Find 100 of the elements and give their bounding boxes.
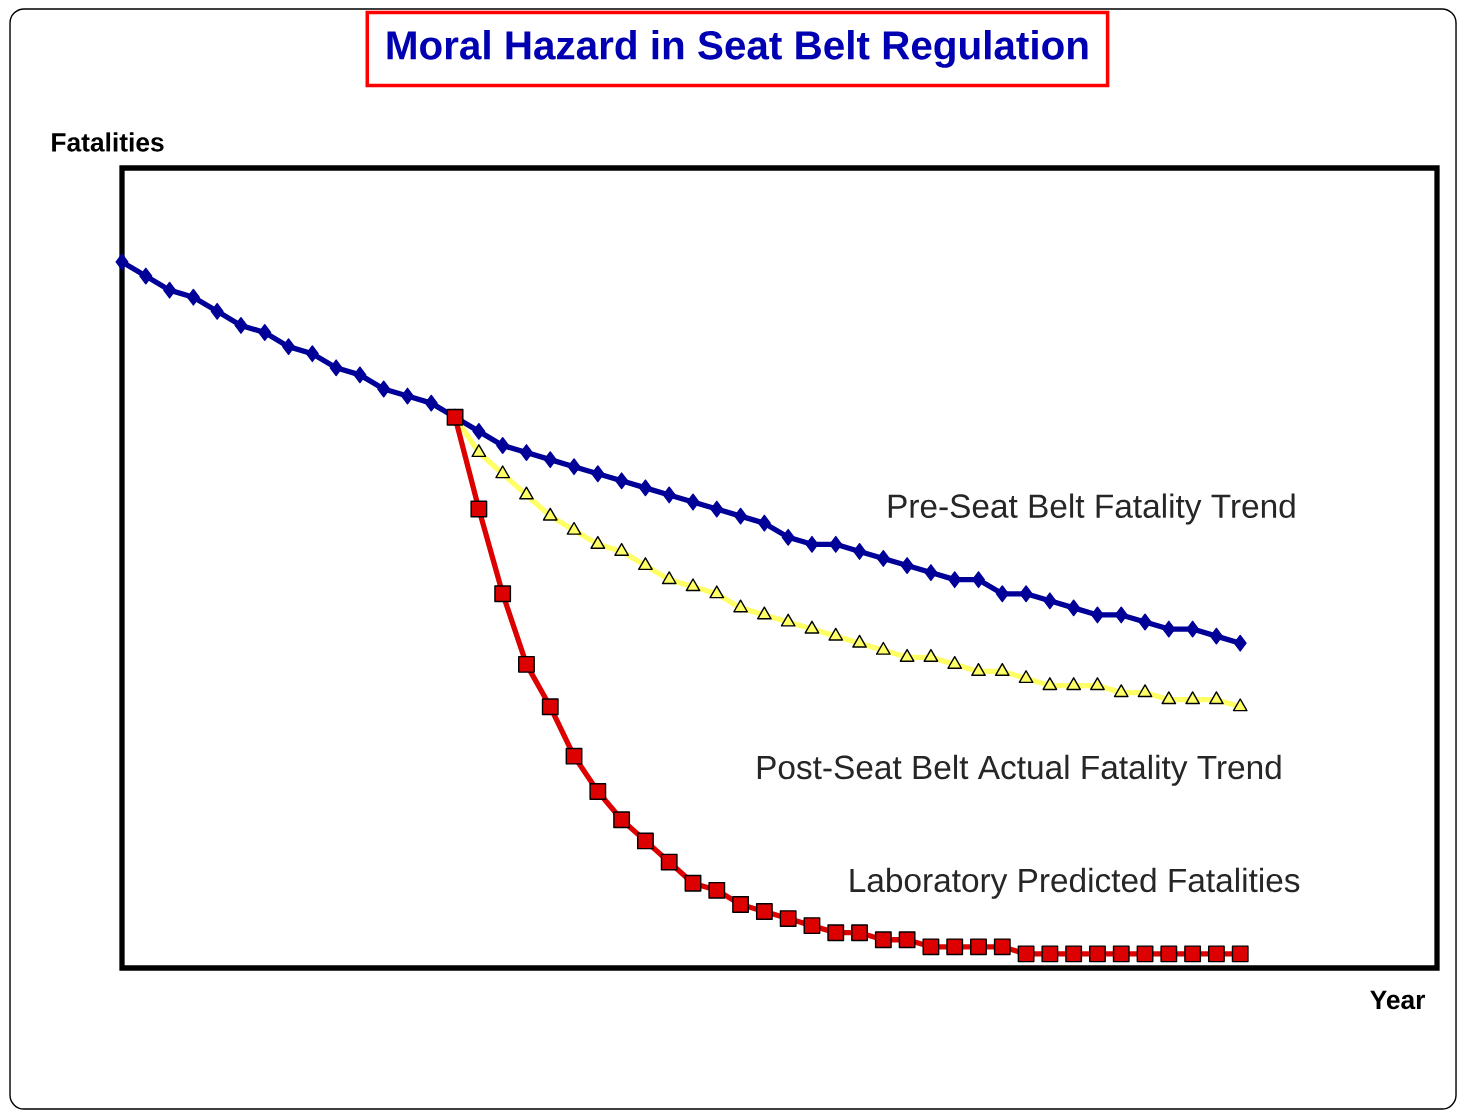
- point: [1209, 627, 1223, 645]
- point: [946, 938, 964, 956]
- point: [900, 557, 914, 574]
- point: [329, 359, 343, 377]
- point: [1042, 677, 1058, 691]
- point: [565, 747, 583, 765]
- point: [163, 281, 177, 299]
- x-axis-title: Year: [1370, 990, 1426, 1010]
- series-label: Laboratory Predicted Fatalities: [850, 867, 1300, 899]
- point: [899, 648, 915, 662]
- series-label: Post-Seat Belt Actual Fatality Trend: [757, 754, 1281, 786]
- point: [1043, 592, 1057, 610]
- point: [638, 479, 652, 497]
- point: [518, 655, 535, 673]
- point: [994, 662, 1010, 677]
- point: [684, 874, 702, 892]
- point: [1136, 945, 1154, 963]
- point: [779, 910, 797, 928]
- point: [258, 324, 272, 341]
- point: [400, 387, 415, 405]
- point: [685, 578, 701, 592]
- point: [757, 514, 771, 532]
- point: [781, 528, 795, 546]
- point: [732, 896, 750, 913]
- point: [923, 648, 939, 662]
- point: [1160, 945, 1178, 963]
- y-axis-title: Fatalities: [52, 132, 164, 152]
- point: [1209, 691, 1224, 705]
- point: [827, 924, 845, 942]
- point: [948, 571, 962, 589]
- point: [805, 535, 819, 553]
- point: [495, 465, 511, 479]
- point: [780, 613, 796, 627]
- point: [353, 366, 367, 384]
- point: [377, 380, 391, 398]
- point: [496, 437, 510, 454]
- point: [615, 472, 629, 490]
- point: [804, 620, 820, 634]
- point: [924, 564, 938, 582]
- point: [970, 938, 987, 956]
- point: [756, 606, 772, 620]
- point: [733, 599, 748, 613]
- point: [686, 493, 700, 511]
- point: [614, 542, 630, 556]
- point: [1090, 677, 1105, 691]
- point: [828, 627, 844, 641]
- series-label: Pre-Seat Belt Fatality Trend: [888, 493, 1295, 525]
- point: [1114, 606, 1128, 624]
- point: [874, 931, 892, 949]
- point: [210, 302, 224, 320]
- point: [1018, 670, 1034, 684]
- point: [803, 917, 821, 935]
- point: [1231, 945, 1249, 963]
- point: [755, 903, 773, 920]
- point: [1113, 684, 1129, 698]
- point: [139, 267, 153, 285]
- point: [876, 550, 890, 567]
- point: [922, 938, 940, 956]
- point: [589, 783, 607, 800]
- point: [971, 662, 986, 677]
- point: [1067, 599, 1081, 617]
- point: [1186, 620, 1200, 638]
- point: [1112, 945, 1130, 963]
- point: [590, 535, 606, 549]
- point: [1184, 945, 1202, 963]
- point: [613, 811, 631, 829]
- point: [1207, 945, 1225, 963]
- point: [472, 422, 486, 440]
- point: [1233, 634, 1247, 652]
- point: [543, 451, 557, 469]
- point: [1065, 945, 1083, 963]
- point: [853, 542, 867, 560]
- point: [898, 931, 916, 949]
- point: [186, 288, 200, 306]
- point: [234, 317, 248, 334]
- point: [1161, 691, 1177, 705]
- point: [1137, 684, 1153, 698]
- point: [734, 507, 748, 525]
- point: [829, 535, 843, 553]
- point: [971, 571, 985, 589]
- point: [567, 458, 581, 476]
- point: [519, 444, 533, 461]
- point: [995, 585, 1009, 603]
- point: [115, 253, 129, 271]
- point: [947, 655, 963, 669]
- point: [993, 938, 1011, 956]
- point: [662, 486, 676, 504]
- point: [709, 585, 725, 599]
- point: [542, 507, 558, 521]
- point: [566, 521, 582, 535]
- point: [494, 585, 512, 603]
- point: [541, 698, 559, 716]
- point: [636, 832, 654, 850]
- point: [282, 338, 296, 356]
- point: [1089, 945, 1106, 963]
- point: [471, 444, 487, 458]
- point: [1232, 698, 1248, 712]
- point: [1066, 677, 1082, 691]
- point: [424, 394, 438, 412]
- point: [710, 500, 724, 518]
